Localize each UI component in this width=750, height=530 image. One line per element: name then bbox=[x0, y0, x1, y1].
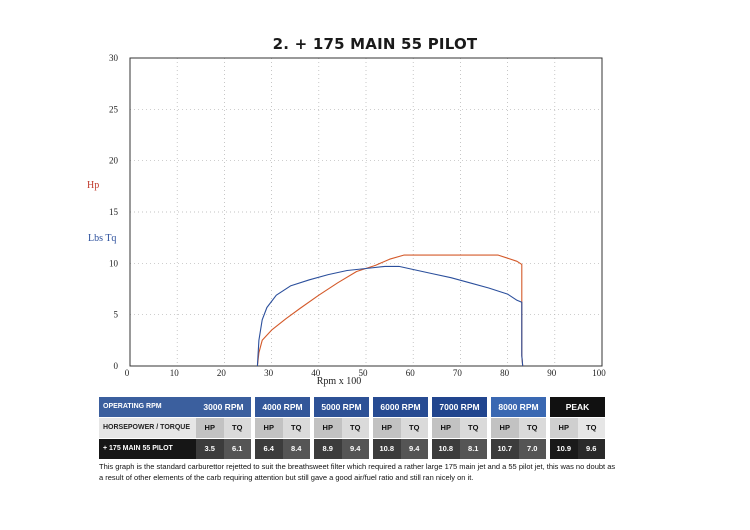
table-data-row: + 175 MAIN 55 PILOT 3.5 6.1 6.4 8.4 8.9 9.4 10… bbox=[99, 439, 608, 459]
rpm-header-cell: 3000 RPM bbox=[196, 397, 251, 417]
tq-subheader: TQ bbox=[223, 418, 251, 438]
hp-value: 10.8 bbox=[432, 439, 460, 459]
tq-value: 6.1 bbox=[223, 439, 251, 459]
results-table: OPERATING RPM 3000 RPM 4000 RPM 5000 RPM 60… bbox=[99, 397, 608, 460]
table-subheader-row: HORSEPOWER / TORQUE HP TQ HP TQ HP TQ HP TQ HP TQ… bbox=[99, 418, 608, 438]
series-group bbox=[256, 254, 524, 367]
description-note: This graph is the standard carburettor r… bbox=[99, 462, 616, 482]
hp-value: 6.4 bbox=[255, 439, 283, 459]
tq-subheader: TQ bbox=[282, 418, 310, 438]
value-cell: 10.8 9.4 bbox=[373, 439, 428, 459]
x-tick-label: 90 bbox=[547, 368, 557, 378]
hp-subheader: HP bbox=[314, 418, 342, 438]
rpm-header-cell: 6000 RPM bbox=[373, 397, 428, 417]
rpm-header-cell: 7000 RPM bbox=[432, 397, 487, 417]
hp-value: 10.9 bbox=[550, 439, 578, 459]
x-tick-label: 10 bbox=[170, 368, 180, 378]
y-tick-label: 15 bbox=[109, 207, 119, 217]
value-cell: 10.7 7.0 bbox=[491, 439, 546, 459]
hp-tq-subheader: HP TQ bbox=[373, 418, 428, 438]
tq-value: 9.4 bbox=[341, 439, 369, 459]
hp-subheader: HP bbox=[373, 418, 401, 438]
hp-tq-subheader: HP TQ bbox=[196, 418, 251, 438]
hp-tq-subheader: HP TQ bbox=[491, 418, 546, 438]
torque-curve bbox=[256, 265, 524, 367]
y-label-hp: Hp bbox=[87, 180, 99, 191]
tq-value: 7.0 bbox=[518, 439, 546, 459]
hp-subheader: HP bbox=[491, 418, 519, 438]
x-tick-label: 30 bbox=[264, 368, 274, 378]
x-tick-label: 50 bbox=[359, 368, 369, 378]
rpm-header-cell: PEAK bbox=[550, 397, 605, 417]
x-tick-label: 20 bbox=[217, 368, 227, 378]
x-tick-label: 70 bbox=[453, 368, 463, 378]
hp-tq-subheader: HP TQ bbox=[550, 418, 605, 438]
chart: 0 5 10 15 20 25 30 0 10 20 30 40 50 60 70 80 90 100 Hp L… bbox=[87, 53, 607, 387]
tq-subheader: TQ bbox=[518, 418, 546, 438]
tq-subheader: TQ bbox=[400, 418, 428, 438]
header-label: OPERATING RPM bbox=[99, 397, 196, 417]
tq-value: 9.6 bbox=[577, 439, 605, 459]
rpm-header-cell: 8000 RPM bbox=[491, 397, 546, 417]
value-cell: 8.9 9.4 bbox=[314, 439, 369, 459]
tq-value: 9.4 bbox=[400, 439, 428, 459]
grid bbox=[130, 58, 602, 366]
hp-tq-subheader: HP TQ bbox=[314, 418, 369, 438]
x-ticks: 0 10 20 30 40 50 60 70 80 90 100 bbox=[125, 368, 607, 378]
y-tick-label: 10 bbox=[109, 258, 119, 268]
rpm-header-cell: 4000 RPM bbox=[255, 397, 310, 417]
hp-value: 8.9 bbox=[314, 439, 342, 459]
x-tick-label: 100 bbox=[592, 368, 606, 378]
hp-value: 10.7 bbox=[491, 439, 519, 459]
y-tick-label: 0 bbox=[114, 361, 119, 371]
y-label-tq: Lbs Tq bbox=[88, 233, 116, 244]
hp-value: 10.8 bbox=[373, 439, 401, 459]
x-tick-label: 80 bbox=[500, 368, 510, 378]
hp-value: 3.5 bbox=[196, 439, 224, 459]
y-tick-label: 20 bbox=[109, 156, 119, 166]
data-row-label: + 175 MAIN 55 PILOT bbox=[99, 439, 196, 459]
chart-title: 2. + 175 MAIN 55 PILOT bbox=[272, 35, 478, 53]
tq-subheader: TQ bbox=[341, 418, 369, 438]
plot-frame bbox=[129, 57, 603, 367]
x-tick-label: 60 bbox=[406, 368, 416, 378]
tq-subheader: TQ bbox=[577, 418, 605, 438]
tq-value: 8.4 bbox=[282, 439, 310, 459]
value-cell: 6.4 8.4 bbox=[255, 439, 310, 459]
hp-tq-subheader: HP TQ bbox=[255, 418, 310, 438]
rpm-header-cell: 5000 RPM bbox=[314, 397, 369, 417]
y-tick-label: 5 bbox=[114, 310, 119, 320]
value-cell: 10.9 9.6 bbox=[550, 439, 605, 459]
x-tick-label: 0 bbox=[125, 368, 130, 378]
hp-subheader: HP bbox=[432, 418, 460, 438]
hp-tq-subheader: HP TQ bbox=[432, 418, 487, 438]
hp-curve bbox=[256, 254, 524, 367]
x-tick-label: 40 bbox=[311, 368, 321, 378]
hp-subheader: HP bbox=[550, 418, 578, 438]
x-axis-label: Rpm x 100 bbox=[317, 376, 361, 387]
tq-subheader: TQ bbox=[459, 418, 487, 438]
hp-subheader: HP bbox=[196, 418, 224, 438]
value-cell: 3.5 6.1 bbox=[196, 439, 251, 459]
subheader-label: HORSEPOWER / TORQUE bbox=[99, 418, 196, 438]
tq-value: 8.1 bbox=[459, 439, 487, 459]
y-tick-label: 25 bbox=[109, 104, 119, 114]
y-ticks: 0 5 10 15 20 25 30 bbox=[109, 53, 119, 371]
table-header-row: OPERATING RPM 3000 RPM 4000 RPM 5000 RPM 60… bbox=[99, 397, 608, 417]
hp-subheader: HP bbox=[255, 418, 283, 438]
y-tick-label: 30 bbox=[109, 53, 119, 63]
value-cell: 10.8 8.1 bbox=[432, 439, 487, 459]
